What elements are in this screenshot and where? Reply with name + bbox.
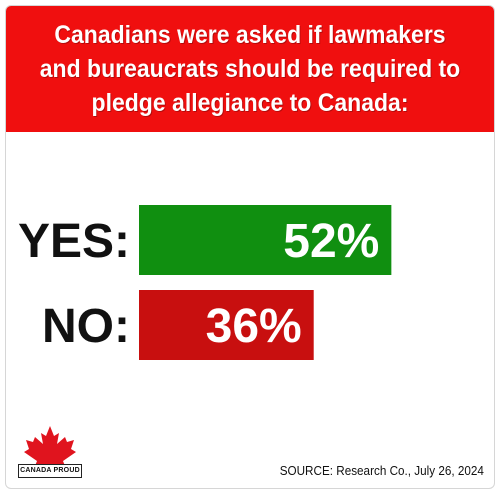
value-label: 52%: [283, 215, 379, 268]
chart-title: Canadians were asked if lawmakers and bu…: [39, 21, 461, 117]
source-note: SOURCE: Research Co., July 26, 2024: [279, 463, 484, 478]
value-label: 36%: [206, 300, 302, 353]
category-label: YES:: [18, 215, 130, 268]
logo-label: CANADA PROUD: [18, 464, 82, 478]
category-label: NO:: [42, 300, 130, 353]
infographic-card: Canadians were asked if lawmakers and bu…: [5, 5, 495, 489]
canada-proud-logo: CANADA PROUD: [18, 424, 82, 482]
bar: [139, 205, 392, 275]
title-banner: Canadians were asked if lawmakers and bu…: [6, 6, 494, 132]
maple-leaf-icon: [24, 426, 76, 468]
bar: [139, 290, 314, 360]
bar-chart: YES: 52% NO: 36%: [18, 205, 392, 360]
